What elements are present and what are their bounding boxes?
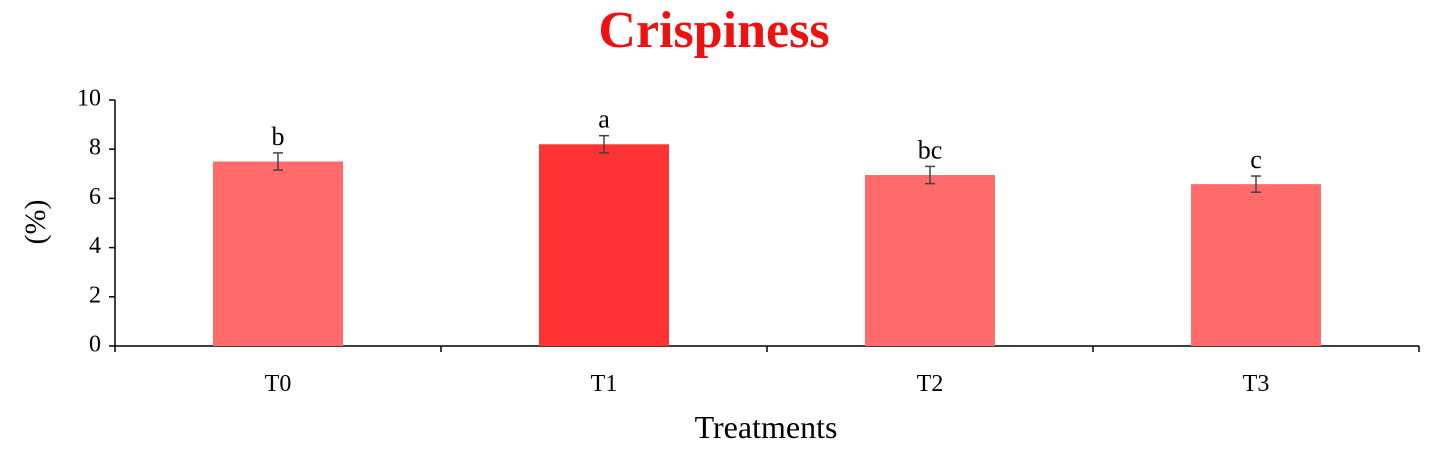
chart-title: Crispiness (598, 2, 829, 59)
x-tick-label: T3 (1243, 371, 1270, 397)
significance-letter: b (272, 122, 285, 151)
bar-t3 (1191, 184, 1321, 346)
plot-area: 0 2 4 6 8 10 b T0 a T1 bc T2 c T3 (77, 86, 1420, 397)
y-axis-label-group: (%) (19, 200, 52, 245)
x-tick-label: T0 (265, 371, 292, 397)
y-tick-label: 0 (89, 332, 101, 358)
x-tick-label: T1 (591, 371, 618, 397)
y-tick-label: 6 (89, 184, 101, 210)
y-axis-label: (%) (19, 200, 52, 245)
y-tick-label: 10 (77, 86, 101, 112)
bar-t2 (865, 175, 995, 346)
y-tick-label: 2 (89, 282, 101, 308)
y-tick-label: 4 (89, 233, 101, 259)
bar-t1 (539, 144, 669, 346)
x-tick-label: T2 (917, 371, 944, 397)
significance-letter: bc (918, 135, 943, 164)
significance-letter: a (598, 105, 610, 134)
significance-letter: c (1250, 145, 1262, 174)
bar-t0 (213, 161, 343, 346)
y-tick-label: 8 (89, 135, 101, 161)
x-axis-label: Treatments (695, 409, 838, 445)
